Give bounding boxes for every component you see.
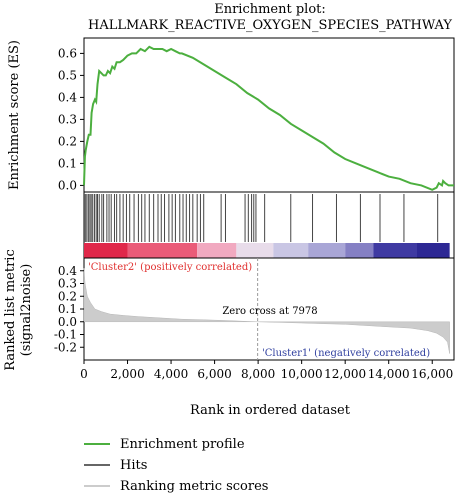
color-bar-segment bbox=[273, 243, 309, 258]
negative-label: 'Cluster1' (negatively correlated) bbox=[262, 348, 430, 359]
x-tick-label: 2,000 bbox=[110, 367, 144, 381]
ranking-metric-area bbox=[83, 268, 450, 354]
es-panel-frame bbox=[83, 37, 455, 193]
hits-panel bbox=[83, 191, 455, 259]
color-bar-segment bbox=[417, 243, 450, 258]
legend: Enrichment profile Hits Ranking metric sco… bbox=[84, 437, 268, 494]
chart-title: Enrichment plot: bbox=[214, 2, 326, 17]
x-tick-label: 6,000 bbox=[197, 367, 231, 381]
ranking-y-tick-label: -0.1 bbox=[54, 328, 77, 342]
es-y-axis: 0.0 0.1 0.2 0.3 0.4 0.5 0.6 bbox=[58, 46, 84, 192]
color-bar-segment bbox=[308, 243, 346, 258]
positive-label: 'Cluster2' (positively correlated) bbox=[88, 262, 252, 273]
color-bar-segment bbox=[127, 243, 198, 258]
x-tick-label: 12,000 bbox=[324, 367, 366, 381]
chart-subtitle: HALLMARK_REACTIVE_OXYGEN_SPECIES_PATHWAY bbox=[88, 18, 452, 33]
es-y-tick-label: 0.0 bbox=[58, 178, 77, 192]
es-panel: 0.0 0.1 0.2 0.3 0.4 0.5 0.6 Enrichment score (… bbox=[7, 37, 455, 193]
color-bar bbox=[84, 243, 450, 258]
ranking-y-axis-label-line2: (signal2noise) bbox=[19, 264, 34, 357]
ranking-panel: -0.2-0.10.00.10.20.30.4 'Cluster2' (posi… bbox=[3, 249, 455, 371]
color-bar-segment bbox=[373, 243, 417, 258]
legend-label: Hits bbox=[120, 458, 147, 473]
color-bar-segment bbox=[236, 243, 274, 258]
hits-lines bbox=[84, 194, 439, 242]
es-y-tick-label: 0.5 bbox=[58, 68, 77, 82]
ranking-y-tick-label: 0.1 bbox=[58, 302, 77, 316]
es-y-tick-label: 0.2 bbox=[58, 134, 77, 148]
color-bar-segment bbox=[197, 243, 237, 258]
ranking-y-tick-label: 0.0 bbox=[58, 315, 77, 329]
x-tick-label: 8,000 bbox=[241, 367, 275, 381]
color-bar-segment bbox=[345, 243, 374, 258]
x-tick-label: 16,000 bbox=[411, 367, 453, 381]
x-tick-label: 14,000 bbox=[368, 367, 410, 381]
ranking-y-tick-label: 0.2 bbox=[58, 289, 77, 303]
ranking-y-axis-label-line1: Ranked list metric bbox=[3, 249, 18, 370]
ranking-y-axis: -0.2-0.10.00.10.20.30.4 bbox=[54, 264, 84, 354]
es-y-tick-label: 0.3 bbox=[58, 112, 77, 126]
es-y-axis-label: Enrichment score (ES) bbox=[7, 40, 22, 190]
es-y-tick-label: 0.4 bbox=[58, 90, 77, 104]
legend-label: Enrichment profile bbox=[120, 437, 245, 452]
x-tick-label: 0 bbox=[80, 367, 88, 381]
x-tick-label: 4,000 bbox=[154, 367, 188, 381]
x-axis: 0 2,000 4,000 6,000 8,000 10,000 12,000 14,000 1… bbox=[80, 360, 453, 381]
ranking-y-tick-label: 0.4 bbox=[58, 264, 77, 278]
es-y-tick-label: 0.6 bbox=[58, 46, 77, 60]
x-tick-label: 10,000 bbox=[281, 367, 323, 381]
legend-label: Ranking metric scores bbox=[120, 479, 268, 494]
ranking-y-tick-label: -0.2 bbox=[54, 340, 77, 354]
color-bar-segment bbox=[84, 243, 128, 258]
ranking-y-tick-label: 0.3 bbox=[58, 277, 77, 291]
zero-cross-label: Zero cross at 7978 bbox=[222, 306, 317, 317]
enrichment-profile-line bbox=[83, 45, 454, 191]
x-axis-label: Rank in ordered dataset bbox=[190, 403, 351, 418]
es-y-tick-label: 0.1 bbox=[58, 156, 77, 170]
